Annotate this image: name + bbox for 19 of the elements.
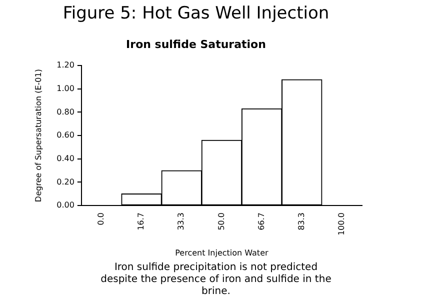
x-tick-label: 33.3 — [176, 212, 186, 230]
x-tick-label: 16.7 — [136, 212, 146, 230]
chart-subtitle: Iron sulfide Saturation — [126, 38, 266, 51]
x-tick-label: 66.7 — [256, 212, 266, 230]
y-tick-label: 0.00 — [56, 200, 74, 210]
y-axis-title: Degree of Supersaturation (E-01) — [34, 69, 43, 202]
y-tick-label: 1.20 — [56, 60, 74, 70]
y-tick-label: 0.20 — [56, 177, 74, 186]
x-axis-title: Percent Injection Water — [175, 248, 269, 258]
text: Iron sulfide precipitation is not predicted despite the presence of iron and sulfide in the brine. — [100, 262, 332, 298]
y-tick-label: 1.00 — [56, 84, 74, 93]
x-tick-label: 0.0 — [96, 212, 106, 226]
chart-title: Figure 5: Hot Gas Well Injection — [62, 4, 330, 24]
x-tick-label: 50.0 — [216, 212, 226, 230]
y-tick-label: 0.60 — [56, 130, 74, 140]
x-tick-label: 100.0 — [337, 212, 346, 236]
y-tick-label: 0.40 — [56, 154, 74, 163]
x-tick-label: 83.3 — [296, 212, 306, 230]
y-tick-label: 0.80 — [56, 107, 74, 116]
